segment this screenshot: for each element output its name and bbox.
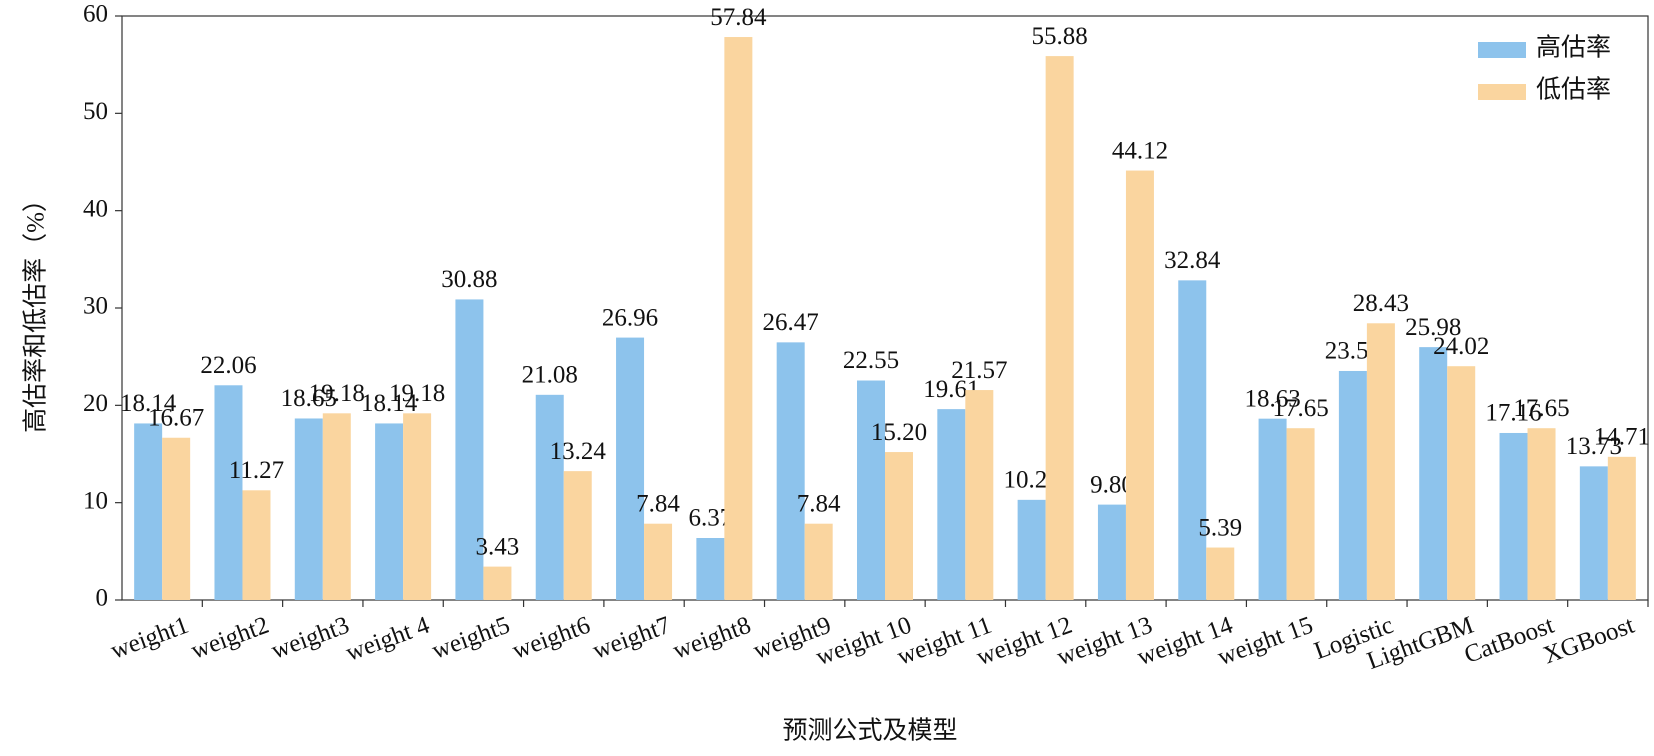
x-tick-label: weight3 [268, 612, 353, 665]
value-label: 44.12 [1112, 137, 1168, 164]
bar [965, 390, 994, 600]
bar [455, 299, 484, 600]
bar [483, 566, 512, 600]
value-label: 14.71 [1594, 424, 1650, 451]
value-label: 17.65 [1513, 395, 1569, 422]
y-tick-label: 40 [83, 195, 108, 222]
legend-swatch [1478, 42, 1526, 58]
value-label: 15.20 [871, 419, 927, 446]
bar [162, 437, 191, 600]
x-tick-label: weight2 [188, 612, 273, 665]
bar [1125, 170, 1154, 600]
bar [322, 413, 351, 600]
legend-swatch [1478, 84, 1526, 100]
x-tick-label: weight6 [509, 612, 594, 665]
value-label: 28.43 [1353, 290, 1409, 317]
value-label: 18.14 [361, 390, 418, 417]
value-label: 55.88 [1032, 23, 1088, 50]
value-label: 16.67 [148, 404, 204, 431]
value-label: 57.84 [710, 4, 767, 31]
x-tick-label: weight7 [589, 612, 674, 665]
bar [1419, 347, 1448, 600]
bar [1097, 504, 1126, 600]
value-label: 19.18 [309, 380, 365, 407]
bar [1338, 370, 1367, 600]
bar [1258, 418, 1287, 600]
bar [1286, 428, 1315, 600]
x-tick-label: CatBoost [1461, 612, 1558, 669]
x-tick-label: weight5 [429, 612, 514, 665]
bar [616, 337, 645, 600]
x-tick-label: weight8 [669, 612, 754, 665]
value-label: 19.18 [389, 380, 445, 407]
bar [804, 523, 833, 600]
value-label: 21.57 [951, 357, 1007, 384]
y-tick-label: 20 [83, 390, 108, 417]
bar [696, 537, 725, 600]
bar [375, 423, 404, 600]
y-tick-label: 50 [83, 98, 108, 125]
bar [724, 37, 753, 601]
x-tick-label: weight 4 [342, 611, 433, 666]
y-tick-label: 30 [83, 293, 108, 320]
bar [1017, 499, 1046, 600]
y-tick-label: 60 [83, 1, 108, 28]
bar [776, 342, 805, 600]
y-axis-title: 高估率和低估率（%） [22, 187, 50, 433]
bar [1366, 323, 1395, 600]
value-label: 18.14 [120, 390, 177, 417]
bar [1447, 366, 1476, 600]
bar [403, 413, 432, 600]
value-label: 26.47 [763, 309, 819, 336]
value-label: 24.02 [1433, 333, 1489, 360]
value-label: 32.84 [1164, 247, 1221, 274]
value-label: 26.96 [602, 304, 658, 331]
bar [644, 523, 673, 600]
value-label: 11.27 [229, 457, 284, 484]
value-label: 5.39 [1198, 514, 1242, 541]
bar [1607, 456, 1636, 600]
bar [857, 380, 885, 600]
bar [1579, 466, 1608, 600]
value-label: 7.84 [797, 490, 841, 517]
x-axis-title: 预测公式及模型 [782, 717, 957, 745]
bar [1499, 432, 1528, 600]
value-label: 17.16 [1485, 400, 1541, 427]
bar [294, 418, 323, 600]
value-label: 18.65 [281, 385, 337, 412]
value-label: 13.73 [1566, 433, 1622, 460]
bar [242, 490, 271, 600]
bar [563, 471, 592, 600]
value-label: 21.08 [522, 362, 578, 389]
bar [1178, 280, 1207, 600]
value-label: 22.06 [200, 352, 256, 379]
value-label: 17.65 [1272, 395, 1328, 422]
x-tick-label: XGBoost [1540, 612, 1638, 670]
value-label: 30.88 [441, 266, 497, 293]
legend-label: 低估率 [1536, 76, 1611, 104]
value-label: 18.63 [1244, 385, 1300, 412]
bar [214, 385, 243, 600]
x-tick-label: weight1 [107, 612, 192, 665]
bar [885, 452, 913, 600]
value-label: 13.24 [550, 438, 607, 465]
bar [937, 409, 966, 600]
bar [1206, 547, 1235, 600]
bar [1045, 56, 1074, 601]
value-label: 25.98 [1405, 314, 1461, 341]
bar [134, 423, 163, 600]
value-label: 3.43 [476, 533, 520, 560]
legend-label: 高估率 [1536, 34, 1611, 62]
bar [535, 394, 564, 600]
value-label: 7.84 [636, 490, 680, 517]
y-tick-label: 10 [83, 487, 108, 514]
value-label: 22.55 [843, 347, 899, 374]
bar [1527, 428, 1556, 600]
y-tick-label: 0 [96, 585, 109, 612]
